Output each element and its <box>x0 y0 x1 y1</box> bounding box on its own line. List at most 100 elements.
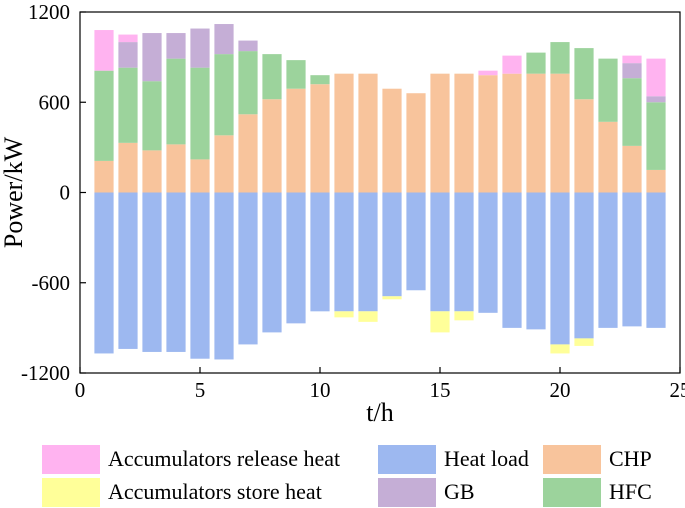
bar-segment-heat-load-t15 <box>430 193 449 312</box>
bar-segment-heat-load-t1 <box>94 193 113 354</box>
bar-segment-heat-load-t22 <box>598 193 617 328</box>
bar-segment-chp-t13 <box>382 89 401 193</box>
bar-segment-accumulators-store-heat-t20 <box>550 344 569 353</box>
bar-segment-heat-load-t11 <box>334 193 353 312</box>
legend-swatch <box>543 445 601 474</box>
bar-segment-chp-t10 <box>310 84 329 192</box>
bar-segment-accumulators-store-heat-t11 <box>334 311 353 317</box>
bar-segment-heat-load-t4 <box>166 193 185 352</box>
bars-layer <box>94 24 665 359</box>
bar-segment-accumulators-release-heat-t2 <box>118 35 137 43</box>
bar-segment-chp-t12 <box>358 74 377 193</box>
legend-item-heat-load: Heat load <box>378 443 529 475</box>
bar-segment-hfc-t2 <box>118 68 137 143</box>
legend-swatch <box>42 445 100 474</box>
bar-segment-hfc-t6 <box>214 54 233 135</box>
bar-segment-chp-t19 <box>526 74 545 193</box>
bar-segment-gb-t6 <box>214 24 233 54</box>
x-tick-label: 10 <box>310 378 331 402</box>
legend-item-gb: GB <box>378 476 475 508</box>
bar-segment-heat-load-t10 <box>310 193 329 312</box>
bar-segment-hfc-t24 <box>646 102 665 170</box>
bar-segment-heat-load-t6 <box>214 193 233 360</box>
bar-segment-chp-t16 <box>454 74 473 193</box>
bar-segment-accumulators-release-heat-t23 <box>622 56 641 64</box>
bar-segment-hfc-t22 <box>598 59 617 122</box>
bar-segment-heat-load-t21 <box>574 193 593 339</box>
bar-segment-gb-t7 <box>238 41 257 52</box>
bar-segment-hfc-t7 <box>238 51 257 114</box>
bar-segment-chp-t4 <box>166 144 185 192</box>
bar-segment-chp-t18 <box>502 74 521 193</box>
bar-segment-hfc-t1 <box>94 71 113 161</box>
bar-segment-hfc-t10 <box>310 75 329 84</box>
bar-segment-heat-load-t16 <box>454 193 473 312</box>
bar-segment-chp-t17 <box>478 75 497 192</box>
bar-segment-heat-load-t18 <box>502 193 521 328</box>
bar-segment-heat-load-t13 <box>382 193 401 297</box>
bar-segment-chp-t22 <box>598 122 617 193</box>
legend-item-accumulators-store-heat: Accumulators store heat <box>42 476 322 508</box>
bar-segment-heat-load-t14 <box>406 193 425 291</box>
bar-segment-chp-t11 <box>334 74 353 193</box>
bar-segment-hfc-t5 <box>190 68 209 160</box>
bar-segment-accumulators-release-heat-t17 <box>478 71 497 76</box>
bar-segment-chp-t2 <box>118 143 137 193</box>
y-tick-label: -1200 <box>21 361 70 385</box>
legend: Accumulators release heat Heat load CHP … <box>0 438 685 506</box>
bar-segment-hfc-t4 <box>166 59 185 145</box>
bar-segment-heat-load-t5 <box>190 193 209 359</box>
bar-segment-heat-load-t3 <box>142 193 161 352</box>
bar-segment-heat-load-t12 <box>358 193 377 312</box>
x-tick-label: 20 <box>550 378 571 402</box>
bar-segment-accumulators-store-heat-t15 <box>430 311 449 332</box>
bar-segment-chp-t3 <box>142 150 161 192</box>
bar-segment-accumulators-release-heat-t24 <box>646 59 665 97</box>
bar-segment-heat-load-t23 <box>622 193 641 327</box>
y-axis-title: Power/kW <box>0 136 28 248</box>
bar-segment-hfc-t9 <box>286 60 305 89</box>
legend-label: GB <box>444 479 475 505</box>
bar-segment-chp-t23 <box>622 146 641 193</box>
bar-segment-heat-load-t2 <box>118 193 137 349</box>
bar-segment-heat-load-t24 <box>646 193 665 328</box>
bar-segment-gb-t4 <box>166 33 185 59</box>
legend-swatch <box>543 478 601 507</box>
bar-segment-chp-t1 <box>94 161 113 193</box>
legend-label: Accumulators store heat <box>108 479 322 505</box>
bar-segment-chp-t24 <box>646 170 665 193</box>
bar-segment-chp-t9 <box>286 89 305 193</box>
bar-segment-chp-t14 <box>406 93 425 192</box>
bar-segment-heat-load-t8 <box>262 193 281 333</box>
bar-segment-accumulators-store-heat-t16 <box>454 311 473 320</box>
bar-segment-chp-t6 <box>214 135 233 192</box>
bar-segment-accumulators-store-heat-t13 <box>382 296 401 299</box>
bar-segment-hfc-t3 <box>142 81 161 150</box>
x-tick-label: 0 <box>75 378 86 402</box>
bar-segment-hfc-t8 <box>262 54 281 99</box>
y-tick-label: 1200 <box>28 0 70 24</box>
bar-segment-accumulators-store-heat-t12 <box>358 311 377 322</box>
legend-label: Heat load <box>444 446 529 472</box>
bar-segment-hfc-t20 <box>550 42 569 74</box>
bar-segment-gb-t2 <box>118 42 137 68</box>
bar-segment-accumulators-store-heat-t21 <box>574 338 593 346</box>
bar-segment-chp-t21 <box>574 99 593 192</box>
bar-segment-chp-t15 <box>430 74 449 193</box>
legend-swatch <box>378 478 436 507</box>
legend-label: CHP <box>609 446 652 472</box>
bar-segment-gb-t24 <box>646 96 665 102</box>
legend-label: Accumulators release heat <box>108 446 340 472</box>
legend-item-chp: CHP <box>543 443 652 475</box>
bar-segment-accumulators-release-heat-t18 <box>502 56 521 74</box>
y-tick-label: -600 <box>32 271 71 295</box>
bar-segment-gb-t5 <box>190 29 209 68</box>
x-tick-label: 25 <box>670 378 685 402</box>
bar-segment-heat-load-t9 <box>286 193 305 324</box>
bar-segment-gb-t3 <box>142 33 161 81</box>
y-tick-label: 600 <box>39 90 71 114</box>
bar-segment-chp-t8 <box>262 99 281 192</box>
bar-segment-accumulators-release-heat-t1 <box>94 30 113 71</box>
bar-segment-hfc-t23 <box>622 78 641 146</box>
